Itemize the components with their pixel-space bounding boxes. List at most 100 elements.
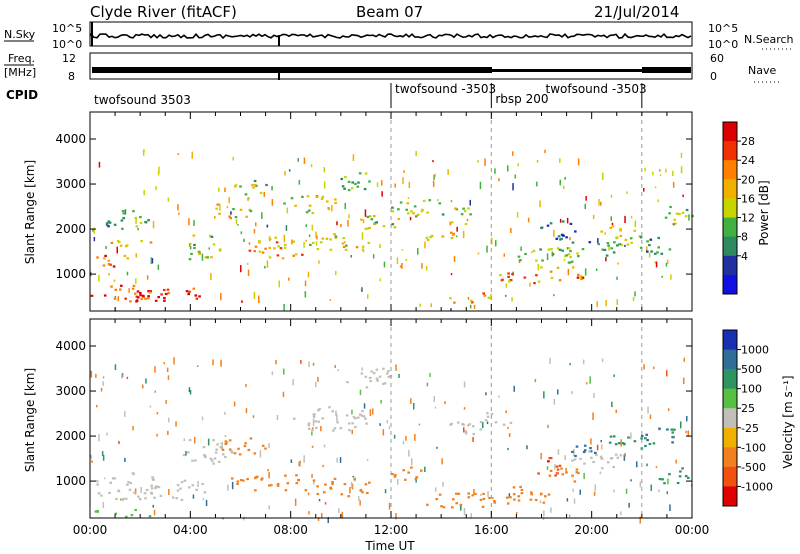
vel-echo-cell	[645, 433, 648, 436]
power-echo-cell	[341, 242, 345, 245]
vel-echo-cell	[143, 492, 147, 495]
power-scatter-point	[408, 181, 411, 189]
vel-echo-cell	[472, 425, 475, 428]
vel-scatter-point	[647, 406, 649, 414]
nsky-tick-bottom: 10^0	[52, 38, 82, 51]
power-scatter-point	[424, 241, 426, 249]
power-echo-cell	[391, 210, 395, 213]
velocity-colorbar-label: 500	[741, 363, 762, 376]
vel-echo-cell	[215, 448, 218, 451]
power-echo-cell	[363, 188, 367, 191]
power-scatter-point	[450, 273, 453, 276]
power-scatter-point	[226, 206, 229, 209]
vel-echo-cell	[159, 494, 163, 497]
power-echo-cell	[147, 290, 150, 293]
vel-echo-cell	[599, 455, 603, 458]
vel-scatter-point	[303, 455, 305, 463]
power-scatter-point	[531, 251, 533, 254]
power-echo-cell	[356, 185, 360, 188]
vel-echo-cell	[339, 427, 343, 430]
power-scatter-point	[632, 296, 635, 301]
vel-echo-cell	[368, 481, 371, 484]
vel-echo-cell	[96, 510, 99, 513]
power-echo-cell	[425, 236, 429, 239]
power-scatter-point	[432, 180, 435, 188]
vel-echo-cell	[589, 450, 593, 453]
vel-echo-cell	[435, 498, 438, 501]
power-echo-cell	[673, 218, 676, 221]
power-echo-cell	[116, 239, 120, 243]
power-scatter-point	[518, 259, 521, 264]
vel-scatter-point	[639, 481, 642, 488]
vel-scatter-point	[233, 401, 236, 407]
vel-scatter-point	[90, 454, 92, 459]
power-scatter-point	[511, 297, 513, 302]
vel-scatter-point	[308, 361, 310, 368]
velocity-colorbar-label: -500	[741, 461, 766, 474]
power-echo-cell	[341, 185, 345, 188]
power-scatter-point	[108, 272, 110, 276]
vel-echo-cell	[254, 489, 257, 492]
power-echo-cell	[350, 187, 354, 190]
vel-scatter-point	[202, 497, 205, 501]
vel-echo-cell	[203, 454, 206, 457]
vel-scatter-point	[220, 359, 222, 367]
vel-echo-cell	[175, 497, 178, 500]
vel-scatter-point	[358, 496, 360, 501]
power-scatter-point	[362, 219, 365, 224]
vel-echo-cell	[519, 485, 522, 488]
power-ytick-label: 1000	[55, 267, 86, 281]
vel-scatter-point	[183, 438, 185, 441]
vel-scatter-point	[460, 504, 462, 511]
freq-label-1: Freq.	[8, 52, 35, 65]
vel-scatter-point	[312, 362, 315, 366]
power-echo-cell	[618, 243, 621, 246]
power-scatter-point	[407, 197, 410, 199]
power-echo-cell	[606, 242, 610, 245]
power-echo-cell	[147, 295, 150, 298]
vel-echo-cell	[364, 417, 367, 420]
vel-echo-cell	[623, 443, 626, 446]
power-echo-cell	[650, 250, 653, 253]
vel-scatter-point	[482, 421, 484, 429]
power-echo-cell	[619, 227, 622, 231]
power-scatter-point	[303, 241, 305, 248]
vel-scatter-point	[361, 367, 363, 371]
vel-scatter-point	[90, 370, 93, 378]
power-echo-cell	[334, 198, 337, 201]
power-scatter-point	[655, 261, 658, 268]
power-scatter-point	[329, 299, 332, 301]
power-echo-cell	[407, 212, 410, 215]
power-scatter-point	[657, 199, 659, 203]
vel-scatter-point	[467, 424, 469, 427]
vel-echo-cell	[212, 439, 215, 442]
power-scatter-point	[527, 217, 530, 223]
power-scatter-point	[316, 235, 318, 240]
power-echo-cell	[657, 236, 660, 240]
vel-scatter-point	[282, 391, 285, 398]
vel-scatter-point	[323, 444, 326, 448]
vel-echo-cell	[493, 501, 497, 504]
power-echo-cell	[122, 212, 126, 215]
vel-scatter-point	[620, 511, 622, 516]
power-scatter-point	[415, 150, 417, 157]
vel-scatter-point	[596, 444, 599, 451]
vel-echo-cell	[171, 496, 175, 499]
power-echo-cell	[533, 282, 536, 285]
vel-scatter-point	[599, 471, 602, 475]
vel-echo-cell	[554, 474, 557, 477]
power-y-ticks: 1000 2000 3000 4000	[55, 112, 693, 311]
vel-scatter-point	[119, 498, 122, 501]
power-scatter-point	[495, 240, 497, 247]
velocity-colorbar-label: 1000	[741, 344, 769, 357]
power-echo-cell	[565, 254, 569, 257]
vel-echo-cell	[253, 452, 257, 455]
vel-echo-cell	[130, 514, 134, 517]
power-scatter-point	[498, 178, 500, 182]
vel-scatter-point	[550, 507, 552, 513]
power-echo-cell	[558, 279, 562, 282]
power-echo-cell	[451, 233, 455, 236]
vel-echo-cell	[464, 430, 468, 433]
power-echo-cell	[470, 299, 473, 302]
power-scatter-point	[434, 173, 436, 177]
